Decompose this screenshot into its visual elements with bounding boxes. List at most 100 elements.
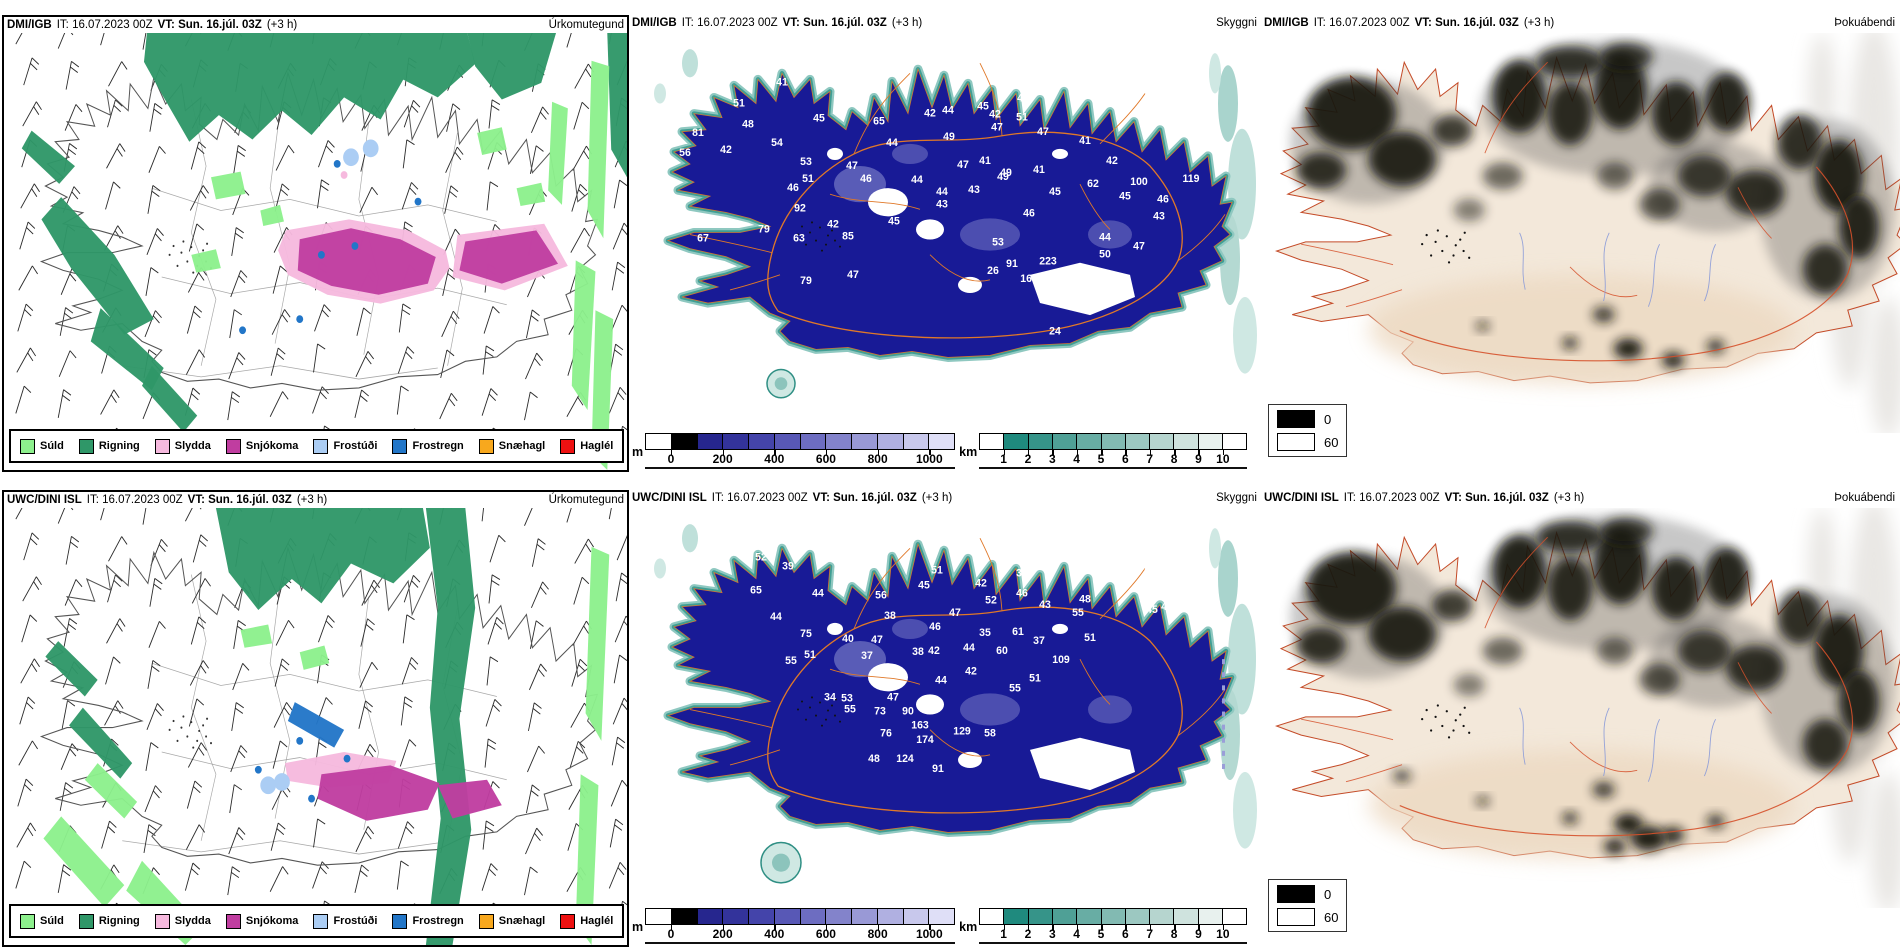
precip-legend-item: Frostúði bbox=[313, 438, 378, 454]
station-value: 223 bbox=[1039, 256, 1057, 268]
colorbar-segment bbox=[773, 434, 800, 449]
station-value: 39 bbox=[782, 560, 794, 572]
station-value: 92 bbox=[794, 202, 806, 214]
legend-swatch bbox=[478, 913, 494, 929]
colorbar-segment bbox=[1100, 909, 1125, 924]
valid-time: VT: Sun. 16.júl. 03Z bbox=[157, 19, 262, 31]
station-value: 44 bbox=[935, 674, 947, 686]
precip-type-map bbox=[15, 33, 627, 470]
tick-label: 4 bbox=[1073, 452, 1080, 466]
station-value: 124 bbox=[896, 753, 914, 765]
tick-label: 1000 bbox=[915, 452, 943, 466]
station-value: 53 bbox=[992, 237, 1004, 249]
model-name: DMI/IGB bbox=[1264, 17, 1309, 29]
station-value: 34 bbox=[824, 691, 836, 703]
legend-label: Snjókoma bbox=[245, 440, 299, 452]
legend-label: Frostregn bbox=[412, 915, 464, 927]
tick-mark bbox=[774, 925, 776, 930]
tick-mark bbox=[670, 925, 673, 930]
tick-mark bbox=[1076, 925, 1079, 930]
station-value: 81 bbox=[692, 127, 704, 139]
legend-swatch bbox=[20, 438, 35, 454]
station-value: 44 bbox=[911, 174, 923, 186]
station-value: 26 bbox=[987, 265, 999, 277]
precip-legend-item: Snjókoma bbox=[225, 913, 298, 929]
legend-label: Haglél bbox=[580, 915, 614, 927]
station-value: 45 bbox=[1146, 604, 1158, 616]
fog-legend: 0 60 bbox=[1268, 404, 1348, 457]
legend-label: Frostregn bbox=[412, 440, 464, 452]
tick-label: 5 bbox=[1097, 452, 1105, 466]
colorbar-row: m 0 200 400 600 800 1000 km 1 2 3 4 5 6 7 8 9 10 bbox=[632, 433, 1248, 469]
station-value: 52 bbox=[755, 551, 767, 563]
legend-label: Frostúði bbox=[333, 440, 378, 452]
station-value: 75 bbox=[800, 628, 812, 640]
colorbar-ticks: 0 200 400 600 800 1000 bbox=[645, 450, 956, 469]
lead-time: (+3 h) bbox=[921, 492, 953, 504]
station-value: 44 bbox=[812, 588, 824, 600]
tick-label: 600 bbox=[815, 927, 836, 941]
tick-mark bbox=[1174, 450, 1176, 455]
panel-uwc-precip-type: UWC/DINI ISL IT: 16.07.2023 00Z VT: Sun.… bbox=[0, 475, 630, 950]
tick-label: 600 bbox=[815, 452, 836, 466]
tick-mark bbox=[1101, 450, 1103, 455]
station-value: 51 bbox=[1016, 112, 1028, 124]
visibility-map: 97 81415145488142565453514647464267796379… bbox=[654, 49, 1257, 399]
tick-mark bbox=[1101, 925, 1103, 930]
lead-time: (+3 h) bbox=[296, 494, 328, 506]
tick-label: 2 bbox=[1024, 927, 1032, 941]
fog-legend-row: 0 bbox=[1277, 410, 1338, 428]
colorbar-segment bbox=[722, 434, 749, 449]
tick-mark bbox=[1125, 450, 1127, 455]
station-value: 63 bbox=[793, 233, 805, 245]
model-name: DMI/IGB bbox=[632, 17, 677, 29]
station-value: 45 bbox=[1049, 186, 1061, 198]
init-time: IT: 16.07.2023 00Z bbox=[86, 494, 183, 506]
station-value: 46 bbox=[929, 621, 941, 633]
station-value: 42 bbox=[827, 218, 839, 230]
colorbar-segment bbox=[748, 434, 774, 449]
colorbar-segment bbox=[696, 909, 723, 924]
colorbar-segment bbox=[928, 434, 955, 449]
station-value: 49 bbox=[997, 171, 1009, 183]
station-value: 91 bbox=[1006, 258, 1018, 270]
tick-label: 8 bbox=[1170, 927, 1178, 941]
precip-legend-item: Snæhagl bbox=[478, 438, 545, 454]
precip-legend-item: Rigning bbox=[78, 438, 140, 454]
station-value: 43 bbox=[1161, 601, 1173, 613]
legend-swatch bbox=[154, 913, 170, 929]
model-name: DMI/IGB bbox=[7, 19, 52, 31]
legend-label: 0 bbox=[1324, 411, 1332, 427]
colorbar-segment bbox=[1197, 909, 1222, 924]
station-value: 52 bbox=[985, 595, 997, 607]
legend-swatch bbox=[478, 438, 494, 454]
station-value: 42 bbox=[928, 645, 940, 657]
lead-time: (+3 h) bbox=[266, 19, 298, 31]
tick-label: 10 bbox=[1216, 927, 1230, 941]
panel-header: UWC/DINI ISL IT: 16.07.2023 00Z VT: Sun.… bbox=[632, 492, 1257, 504]
colorbar-segment bbox=[1173, 434, 1198, 449]
panel-uwc-fog: UWC/DINI ISL IT: 16.07.2023 00Z VT: Sun.… bbox=[1262, 475, 1900, 950]
station-value: 44 bbox=[942, 105, 954, 117]
station-value: 174 bbox=[916, 734, 934, 746]
colorbar-segment bbox=[773, 909, 800, 924]
tick-label: 200 bbox=[712, 927, 733, 941]
model-name: UWC/DINI ISL bbox=[1264, 492, 1339, 504]
product-name: Skyggni bbox=[1216, 17, 1257, 29]
precip-legend-item: Rigning bbox=[78, 913, 140, 929]
tick-mark bbox=[877, 925, 880, 930]
station-value: 37 bbox=[1033, 635, 1045, 647]
station-value: 45 bbox=[813, 113, 825, 125]
colorbar-segment bbox=[799, 909, 826, 924]
panel-header: DMI/IGB IT: 16.07.2023 00Z VT: Sun. 16.j… bbox=[632, 17, 1257, 29]
station-value: 43 bbox=[936, 198, 948, 210]
colorbar-segment bbox=[670, 434, 697, 449]
lead-time: (+3 h) bbox=[1553, 492, 1585, 504]
station-value: 44 bbox=[963, 642, 975, 654]
station-value: 42 bbox=[1149, 591, 1161, 603]
cloudbase-unit-label: m bbox=[632, 920, 644, 934]
init-time: IT: 16.07.2023 00Z bbox=[56, 19, 153, 31]
legend-swatch bbox=[78, 913, 94, 929]
precip-legend: Súld Rigning Slydda Snjókoma Frostúði Frostre… bbox=[9, 429, 625, 463]
